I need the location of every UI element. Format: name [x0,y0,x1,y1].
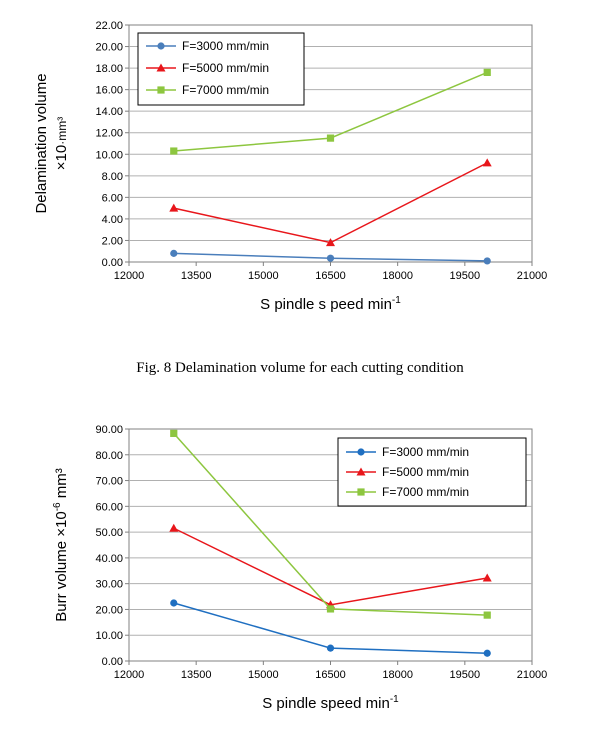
x-tick-label: 16500 [315,270,346,282]
legend-marker-2 [156,63,166,72]
y-tick-label: 2.00 [102,235,123,247]
data-point-s3-2 [326,605,335,613]
y-tick-label: 50.00 [95,527,123,539]
legend-marker-2 [356,467,366,476]
legend-label-3: F=7000 mm/min [382,485,469,499]
y-tick-label: 90.00 [95,424,123,436]
data-point-s2-1 [169,523,179,532]
y-tick-label: 60.00 [95,501,123,513]
x-tick-label: 13500 [181,270,212,282]
legend-marker-3 [157,86,165,94]
y-tick-label: 20.00 [95,604,123,616]
y-tick-label: 70.00 [95,476,123,488]
data-point-s2-1 [169,203,179,212]
y-tick-label: 8.00 [102,171,123,183]
x-tick-label: 21000 [517,669,548,681]
y-tick-label: 40.00 [95,553,123,565]
data-point-s1-1 [170,599,178,607]
data-point-s1-3 [483,649,491,657]
y-tick-label: 80.00 [95,450,123,462]
x-axis-title: S pindle s peed min-1 [260,295,401,313]
data-point-s1-2 [326,254,335,262]
y-tick-label: 6.00 [102,192,123,204]
data-point-s3-3 [483,611,491,619]
y-tick-label: 12.00 [95,128,123,140]
data-point-s3-3 [483,68,491,76]
data-point-s3-1 [170,147,178,155]
y-tick-label: 14.00 [95,106,123,118]
y-tick-label: 22.00 [95,20,123,32]
legend-label-1: F=3000 mm/min [382,445,469,459]
y-tick-label: 4.00 [102,214,123,226]
x-tick-label: 15000 [248,270,279,282]
legend-label-3: F=7000 mm/min [182,83,269,97]
data-point-s1-3 [483,257,491,265]
legend-label-2: F=5000 mm/min [182,61,269,75]
x-tick-label: 21000 [517,270,548,282]
y-tick-label: 0.00 [102,257,123,269]
y-tick-label: 10.00 [95,149,123,161]
x-tick-label: 12000 [114,270,145,282]
legend-marker-1 [357,448,365,456]
x-tick-label: 19500 [450,270,481,282]
data-point-s2-3 [482,573,492,582]
data-point-s3-2 [326,134,335,142]
y-tick-label: 18.00 [95,63,123,75]
legend-label-1: F=3000 mm/min [182,39,269,53]
legend-marker-1 [157,42,165,50]
legend-box [137,32,305,106]
x-tick-label: 18000 [382,669,413,681]
y-tick-label: 20.00 [95,42,123,54]
y-axis-title: Delamination volume [33,73,50,213]
y-tick-label: 0.00 [102,656,123,668]
x-axis-title: S pindle speed min-1 [262,694,399,712]
y-axis-title: Burr volume ×10-6 mm³ [52,468,70,622]
x-tick-label: 12000 [114,669,145,681]
x-tick-label: 13500 [181,669,212,681]
burr-volume-chart: 0.00 10.00 20.00 30.00 40.00 50.00 60.00 70.00 8… [52,424,548,712]
y-tick-label: 30.00 [95,579,123,591]
data-point-s1-2 [326,644,335,652]
x-tick-label: 16500 [315,669,346,681]
data-point-s1-1 [170,249,178,257]
y-tick-label: 16.00 [95,85,123,97]
y-tick-label: 10.00 [95,630,123,642]
x-tick-label: 19500 [450,669,481,681]
data-point-s3-1 [170,429,178,437]
data-point-s2-2 [326,238,335,247]
legend-marker-3 [357,488,365,496]
figure-caption: Fig. 8 Delamination volume for each cutt… [136,360,464,376]
delamination-chart: 0.00 2.00 4.00 6.00 8.00 10.00 12.00 14.00 16.00… [33,20,548,313]
x-tick-label: 15000 [248,669,279,681]
legend-label-2: F=5000 mm/min [382,465,469,479]
data-point-s2-3 [482,158,492,167]
y-axis-unit: ×10·mm³ [53,117,70,170]
x-tick-label: 18000 [382,270,413,282]
